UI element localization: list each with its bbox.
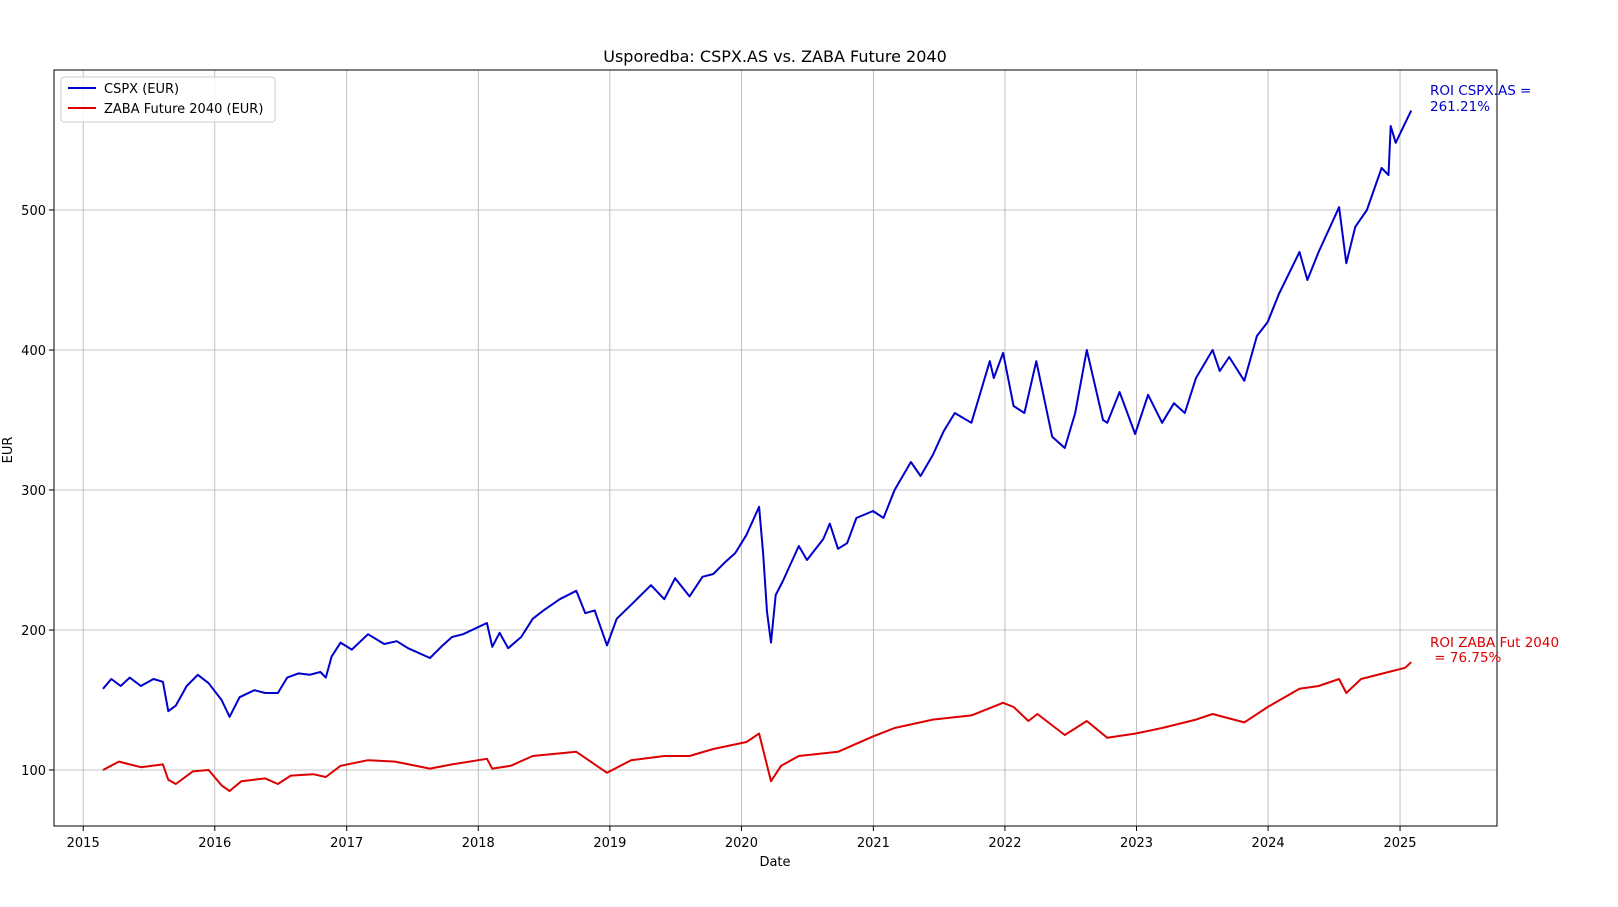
x-tick-label: 2016 (198, 836, 231, 851)
roi-zaba-line-1: ROI ZABA Fut 2040 (1430, 635, 1559, 651)
x-tick-label: 2017 (330, 836, 363, 851)
series-line-1 (102, 661, 1412, 792)
x-axis-ticks: 2015 2016 2017 2018 2019 2020 2021 2022 2023 2024… (67, 826, 1417, 851)
legend-box (60, 76, 276, 123)
plot-frame (53, 69, 1498, 827)
x-tick-label: 2021 (857, 836, 890, 851)
roi-cspx-line-1: ROI CSPX.AS = (1430, 83, 1531, 99)
series-line-0 (102, 110, 1413, 718)
grid (54, 70, 1497, 826)
series-layer (102, 110, 1413, 792)
x-tick-label: 2018 (462, 836, 495, 851)
y-axis-title: EUR (1, 437, 16, 464)
y-axis-ticks: 100 200 300 400 500 (21, 204, 54, 779)
y-tick-label: 300 (21, 484, 46, 499)
legend-label-cspx: CSPX (EUR) (104, 82, 179, 97)
y-tick-label: 500 (21, 204, 46, 219)
x-tick-label: 2015 (67, 836, 100, 851)
roi-annotation-zaba: ROI ZABA Fut 2040 = 76.75% (1430, 635, 1559, 666)
legend: CSPX (EUR) ZABA Future 2040 (EUR) (60, 76, 276, 123)
x-tick-label: 2025 (1383, 836, 1416, 851)
legend-label-zaba: ZABA Future 2040 (EUR) (104, 102, 263, 117)
y-tick-label: 200 (21, 624, 46, 639)
roi-cspx-line-2: 261.21% (1430, 99, 1490, 115)
chart-title: Usporedba: CSPX.AS vs. ZABA Future 2040 (603, 47, 947, 66)
y-tick-label: 400 (21, 344, 46, 359)
roi-zaba-line-2: = 76.75% (1430, 650, 1502, 666)
y-tick-label: 100 (21, 764, 46, 779)
x-tick-label: 2020 (725, 836, 758, 851)
x-tick-label: 2022 (988, 836, 1021, 851)
x-tick-label: 2024 (1252, 836, 1285, 851)
roi-annotation-cspx: ROI CSPX.AS = 261.21% (1430, 83, 1531, 115)
x-axis-title: Date (759, 855, 790, 870)
x-tick-label: 2019 (593, 836, 626, 851)
x-tick-label: 2023 (1120, 836, 1153, 851)
